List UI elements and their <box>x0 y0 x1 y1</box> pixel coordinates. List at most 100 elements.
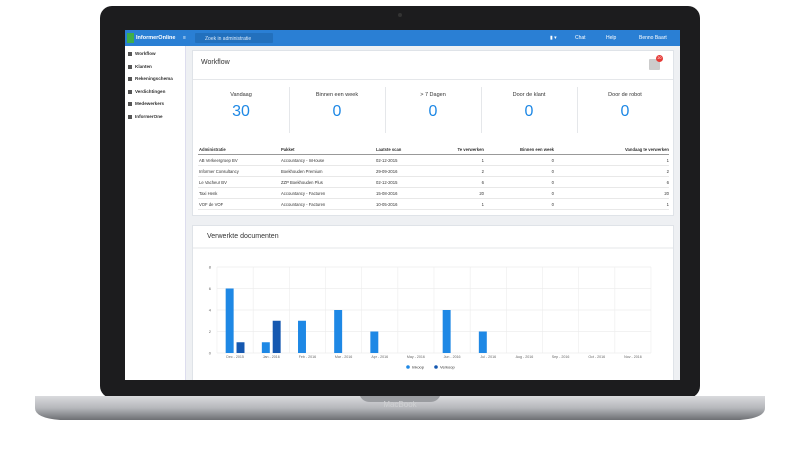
table-cell: 20 <box>664 191 669 196</box>
x-tick-label: Feb - 2016 <box>299 355 316 359</box>
search-placeholder: Zoek in administratie <box>205 35 252 42</box>
table-cell: VOF de VOF <box>199 202 224 207</box>
stat-label: Door de klant <box>512 92 546 98</box>
stat-label: Vandaag <box>230 92 252 98</box>
table-header: Administratie <box>199 147 226 152</box>
admin-menu[interactable]: ▮ ▾ <box>550 35 557 41</box>
chart-panel: Verwerkte documenten 0 2 4 6 8 Dec - 2015 Jan … <box>192 225 674 380</box>
logo-icon <box>127 33 134 43</box>
table-cell: 15-08-2016 <box>376 191 398 196</box>
panel-title: Workflow <box>201 59 230 66</box>
stat-divider <box>385 87 386 133</box>
x-tick-label: Sep - 2016 <box>552 355 570 359</box>
x-tick-label: Aug - 2016 <box>516 355 534 359</box>
stat-value: 0 <box>332 103 342 120</box>
sidebar-item[interactable]: Rekeningschema <box>128 74 173 84</box>
divider <box>193 79 673 80</box>
bar <box>298 320 306 353</box>
table-header: Vandaag te verwerken <box>625 147 669 152</box>
row-rule <box>198 198 669 199</box>
stat-value: 30 <box>232 103 250 120</box>
bar <box>370 331 379 353</box>
y-tick-label: 0 <box>209 350 212 355</box>
x-tick-label: Nov - 2016 <box>624 355 642 359</box>
device-label: MacBook <box>383 400 417 409</box>
table-cell: Accountancy - Facturen <box>281 191 326 196</box>
table-cell: 1 <box>481 202 484 207</box>
sidebar-item[interactable]: Workflow <box>128 49 156 59</box>
stat-value: 0 <box>428 103 438 120</box>
bar <box>442 310 451 353</box>
logo[interactable]: InformerOnline <box>136 35 176 41</box>
table-cell: Accountancy - Facturen <box>281 202 326 207</box>
table-cell: 29-09-2016 <box>376 169 398 174</box>
nav-link[interactable]: Benno Baart <box>639 35 667 41</box>
y-tick-label: 6 <box>209 286 212 291</box>
bar <box>478 331 487 353</box>
table-cell: 0 <box>551 169 554 174</box>
stat-label: > 7 Dagen <box>420 92 446 98</box>
table-cell: 20 <box>479 191 484 196</box>
notification-icon[interactable] <box>649 59 660 70</box>
sidebar-item[interactable]: Medewerkers <box>127 99 164 109</box>
table-cell: 1 <box>666 158 669 163</box>
nav-link[interactable]: Chat <box>575 35 586 41</box>
stat-label: Door de robot <box>608 92 642 98</box>
nav-link[interactable]: Help <box>606 35 617 41</box>
table-cell: Boekhouden Premium <box>281 169 323 174</box>
table-cell: 10-05-2016 <box>376 202 398 207</box>
x-tick-label: Dec - 2015 <box>226 355 244 359</box>
stat-divider <box>481 87 482 133</box>
sidebar-item[interactable]: Verdichtingen <box>127 87 165 97</box>
x-tick-label: Apr - 2016 <box>371 355 388 359</box>
table-cell: AB Verkeergroep BV <box>199 158 238 163</box>
notification-badge: 20 <box>656 55 663 62</box>
chart-title: Verwerkte documenten <box>207 233 279 240</box>
y-tick-label: 2 <box>209 329 212 334</box>
bar <box>261 342 270 353</box>
table-cell: 1 <box>481 158 484 163</box>
stat-divider <box>577 87 578 133</box>
sidebar-item[interactable]: Klanten <box>128 62 152 72</box>
workflow-panel: Workflow 20 Vandaag 30 Binnen een week 0 > 7… <box>192 50 674 216</box>
table-cell: 1 <box>666 202 669 207</box>
table-cell: ZZP Boekhouden Plus <box>281 180 323 185</box>
table-cell: 2 <box>481 169 484 174</box>
table-cell: 0 <box>551 191 554 196</box>
search-box[interactable]: Zoek in administratie <box>195 33 273 43</box>
stat-value: 0 <box>524 103 534 120</box>
table-header: Binnen een week <box>520 147 554 152</box>
stat-value: 0 <box>620 103 630 120</box>
table-cell: 02-12-2015 <box>376 180 398 185</box>
legend-label: Inkoop <box>412 364 425 369</box>
table-rule <box>198 154 669 155</box>
x-tick-label: Mar - 2016 <box>335 355 352 359</box>
table-cell: Taxi Henk <box>199 191 218 196</box>
table-cell: 0 <box>551 180 554 185</box>
legend-swatch <box>434 365 438 369</box>
sidebar: Workflow Klanten Rekeningschema Verdichting… <box>125 46 186 380</box>
table-cell: Informer Consultancy <box>199 169 239 174</box>
chart: Verwerkte documenten 0 2 4 6 8 Dec - 2015 Jan … <box>193 233 673 369</box>
x-tick-label: Jul - 2016 <box>480 355 496 359</box>
navbar: InformerOnline ≡ Zoek in administratie ▮… <box>125 30 680 46</box>
x-tick-label: May - 2016 <box>407 355 425 359</box>
table-cell: 2 <box>666 169 669 174</box>
row-rule <box>198 209 669 210</box>
table-header: Te verwerken <box>457 147 484 152</box>
table-cell: 0 <box>551 158 554 163</box>
bar <box>272 320 281 353</box>
table-cell: 6 <box>481 180 484 185</box>
row-rule <box>198 187 669 188</box>
stat-label: Binnen een week <box>315 92 359 98</box>
bar <box>225 288 234 353</box>
row-rule <box>198 176 669 177</box>
screen: InformerOnline ≡ Zoek in administratie ▮… <box>125 30 680 380</box>
y-tick-label: 4 <box>209 307 212 312</box>
y-tick-label: 8 <box>209 264 212 269</box>
sidebar-item[interactable]: InformerOne <box>128 112 163 122</box>
menu-toggle[interactable]: ≡ <box>183 35 186 41</box>
bar <box>236 342 245 353</box>
x-tick-label: Oct - 2016 <box>588 355 605 359</box>
